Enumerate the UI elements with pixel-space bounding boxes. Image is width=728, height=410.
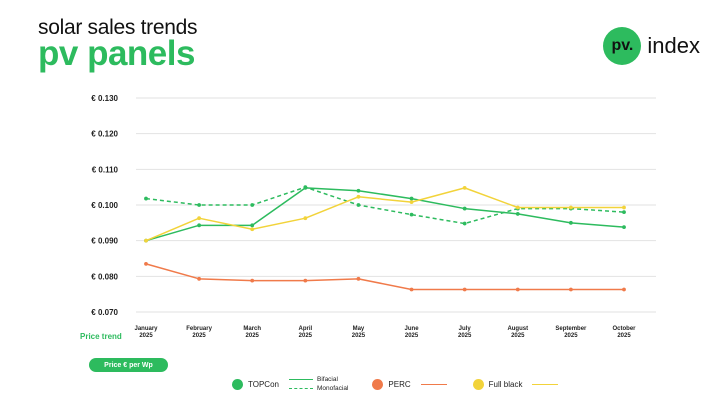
data-point-perc [144, 261, 148, 266]
data-point-fullblack [462, 185, 467, 190]
data-point-fullblack [622, 205, 626, 210]
data-point-topcon_monofacial [622, 210, 626, 215]
data-point-fullblack [197, 216, 202, 221]
data-point-topcon_bifacial [515, 212, 520, 216]
page-title: pv panels [38, 34, 195, 73]
x-tick-label: January [134, 326, 158, 332]
y-tick-label: € 0.110 [92, 165, 119, 174]
data-point-perc [568, 287, 573, 292]
y-tick-label: € 0.120 [91, 130, 118, 139]
series-line-topcon_monofacial [145, 186, 625, 225]
data-point-topcon_monofacial [144, 196, 148, 201]
x-tick-label: July [459, 326, 472, 332]
y-tick-label: € 0.080 [91, 272, 118, 281]
x-tick-label: 2025 [564, 333, 578, 339]
legend-monofacial-line [288, 388, 313, 389]
legend-perc-dot [372, 378, 384, 390]
x-tick-label: August [507, 326, 528, 332]
data-point-topcon_bifacial [409, 196, 414, 201]
data-point-topcon_bifacial [250, 223, 255, 228]
data-point-topcon_bifacial [197, 223, 202, 228]
y-tick-label: € 0.130 [91, 94, 118, 103]
data-point-topcon_monofacial [250, 203, 255, 207]
data-point-topcon_monofacial [462, 221, 467, 226]
logo-text: index [647, 33, 700, 58]
data-point-topcon_bifacial [356, 188, 361, 193]
x-tick-label: 2025 [405, 333, 419, 339]
unit-badge: Price € per Wp [89, 358, 168, 372]
x-tick-label: 2025 [458, 333, 472, 339]
series-line-topcon_bifacial [145, 187, 625, 242]
data-point-topcon_monofacial [197, 203, 202, 207]
data-point-perc [515, 287, 520, 292]
x-tick-label: 2025 [617, 333, 631, 339]
legend-perc-line [420, 383, 447, 385]
data-point-fullblack [303, 216, 308, 221]
data-point-fullblack [356, 194, 361, 199]
x-tick-label: May [353, 326, 365, 332]
legend: TOPCon Bifacial Monofacial PERC Full bla… [232, 375, 584, 393]
data-point-fullblack [515, 205, 520, 210]
y-tick-label: € 0.100 [91, 201, 118, 210]
x-tick-label: 2025 [511, 333, 525, 339]
x-tick-label: October [612, 326, 636, 332]
legend-fullblack-line [532, 383, 559, 385]
legend-perc: PERC [388, 379, 411, 389]
x-tick-label: February [186, 326, 212, 332]
data-point-fullblack [568, 205, 573, 210]
legend-topcon-variants: Bifacial Monofacial [288, 375, 349, 393]
price-trend-label: Price trend [80, 332, 122, 341]
legend-topcon: TOPCon [248, 379, 279, 389]
x-tick-label: 2025 [352, 333, 366, 339]
data-point-fullblack [250, 227, 255, 232]
logo-mark: pv. [603, 27, 642, 65]
data-point-topcon_bifacial [462, 206, 467, 211]
x-tick-label: 2025 [192, 333, 206, 339]
data-point-perc [356, 276, 361, 281]
data-point-fullblack [144, 238, 148, 243]
legend-bifacial-line [288, 379, 313, 380]
y-tick-label: € 0.090 [91, 237, 118, 246]
x-tick-label: 2025 [139, 333, 153, 339]
data-point-perc [409, 287, 414, 292]
data-point-perc [197, 276, 202, 281]
data-point-perc [622, 287, 626, 292]
legend-fullblack-dot [472, 378, 484, 390]
x-tick-label: 2025 [246, 333, 260, 339]
data-point-topcon_monofacial [303, 185, 308, 190]
data-point-topcon_monofacial [356, 203, 361, 207]
x-tick-label: April [298, 326, 312, 332]
data-point-topcon_monofacial [409, 212, 414, 217]
legend-monofacial: Monofacial [316, 385, 349, 392]
data-point-perc [303, 278, 308, 283]
data-point-topcon_bifacial [568, 220, 573, 225]
x-tick-label: 2025 [299, 333, 313, 339]
y-tick-label: € 0.070 [91, 308, 118, 317]
data-point-fullblack [409, 200, 414, 205]
header: solar sales trends pv panels [38, 16, 197, 74]
x-tick-label: June [405, 326, 420, 332]
legend-fullblack: Full black [488, 379, 523, 389]
series-line-perc [145, 263, 624, 291]
x-tick-label: September [555, 326, 587, 332]
data-point-perc [462, 287, 467, 292]
x-tick-label: March [243, 326, 261, 332]
page-subtitle: solar sales trends [38, 16, 198, 39]
legend-bifacial: Bifacial [316, 376, 338, 383]
legend-topcon-dot [232, 378, 243, 390]
logo: pv. index [603, 27, 700, 65]
data-point-topcon_bifacial [622, 225, 626, 230]
data-point-perc [250, 278, 255, 283]
series-line-fullblack [145, 187, 624, 242]
